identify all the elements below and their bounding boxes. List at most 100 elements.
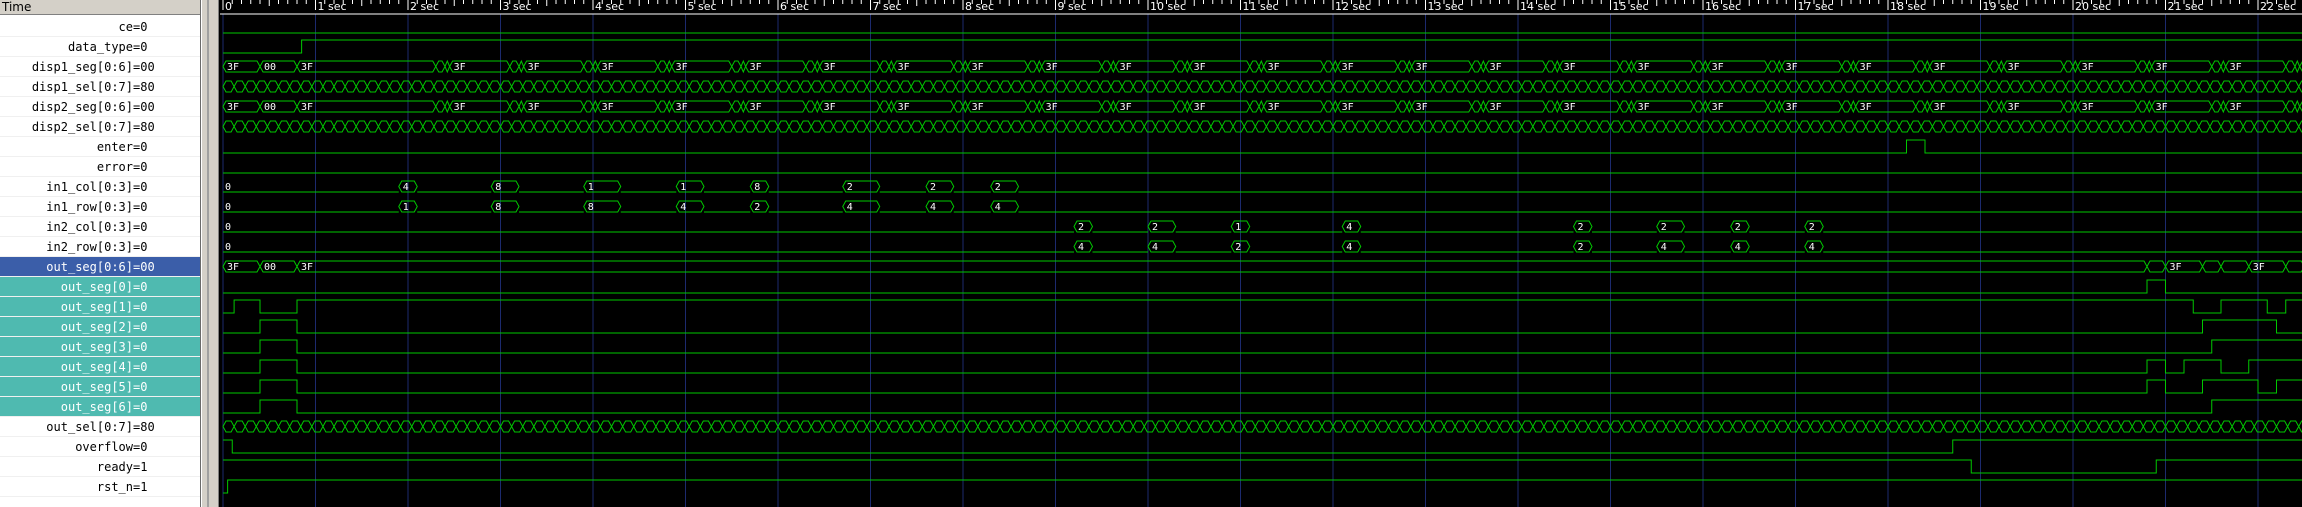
bus-segment <box>2072 59 2079 74</box>
bus-segment <box>1576 80 1589 93</box>
signal-row[interactable]: out_sel[0:7] =80 <box>0 417 200 437</box>
bus-segment <box>1676 420 1689 433</box>
bus-segment <box>1010 120 1023 133</box>
signal-name: overflow <box>75 440 133 454</box>
signal-row[interactable]: disp1_seg[0:6] =00 <box>0 57 200 77</box>
signal-row[interactable]: error =0 <box>0 157 200 177</box>
bus-segment <box>1987 120 2000 133</box>
signal-row[interactable]: disp1_sel[0:7] =80 <box>0 77 200 97</box>
tick-label: 14 sec <box>1520 0 1556 13</box>
bus-segment <box>366 420 379 433</box>
bus-segment <box>2164 120 2178 133</box>
signal-row[interactable]: in1_row[0:3] =0 <box>0 197 200 217</box>
signal-row[interactable]: in2_row[0:3] =0 <box>0 237 200 257</box>
bus-segment <box>1765 420 1778 433</box>
bus-segment <box>1576 120 1589 133</box>
bus-segment <box>1354 420 1367 433</box>
signal-row[interactable]: overflow =0 <box>0 437 200 457</box>
bus-value: 2 <box>1578 222 1584 233</box>
bus-segment <box>1804 240 1824 253</box>
bus-segment <box>2187 420 2200 433</box>
bus-segment <box>955 80 968 93</box>
bus-segment <box>2209 120 2222 133</box>
signal-row[interactable]: out_seg[0:6] =00 <box>0 257 200 277</box>
signal-row[interactable]: out_seg[1] =0 <box>0 297 200 317</box>
bus-segment <box>2098 120 2111 133</box>
bus-segment <box>555 420 568 433</box>
bus-segment <box>1376 80 1390 93</box>
signal-row[interactable]: out_seg[3] =0 <box>0 337 200 357</box>
bus-segment <box>1210 420 1223 433</box>
bus-segment <box>610 420 624 433</box>
bus-segment <box>1243 420 1256 433</box>
signal-row[interactable]: out_seg[4] =0 <box>0 357 200 377</box>
signal-row[interactable]: ready =1 <box>0 457 200 477</box>
signal-row[interactable]: rst_n =1 <box>0 477 200 497</box>
panel-splitter[interactable] <box>201 0 219 507</box>
signal-row[interactable]: disp2_sel[0:7] =80 <box>0 117 200 137</box>
bus-segment <box>266 80 280 93</box>
bus-segment <box>2020 420 2033 433</box>
bus-segment <box>733 120 746 133</box>
bus-segment <box>2287 420 2300 433</box>
signal-row[interactable]: out_seg[6] =0 <box>0 397 200 417</box>
signal-row[interactable]: in2_col[0:3] =0 <box>0 217 200 237</box>
bus-segment <box>1498 120 1512 133</box>
bus-segment <box>1931 80 1945 93</box>
bus-segment <box>1976 420 1989 433</box>
bus-segment <box>1021 120 1034 133</box>
bus-segment <box>2087 120 2100 133</box>
bus-segment <box>1165 420 1179 433</box>
bus-segment <box>610 120 624 133</box>
bus-segment <box>699 120 712 133</box>
signal-name: in1_row[0:3] <box>46 200 133 214</box>
bus-segment <box>2264 120 2278 133</box>
bus-segment <box>721 80 735 93</box>
bus-segment <box>2120 80 2133 93</box>
bus-value: 4 <box>1809 242 1815 253</box>
bus-segment <box>1841 60 1852 73</box>
signal-row[interactable]: out_seg[2] =0 <box>0 317 200 337</box>
bus-segment <box>1036 59 1043 74</box>
bus-value: 3F <box>2008 62 2020 73</box>
bus-segment <box>844 80 857 93</box>
bus-segment <box>1743 420 1756 433</box>
bus-segment <box>879 60 890 73</box>
bus-segment <box>2164 80 2178 93</box>
bus-segment <box>2065 120 2078 133</box>
bus-segment <box>1254 80 1267 93</box>
bus-segment <box>592 59 599 74</box>
bus-segment <box>1399 80 1412 93</box>
bus-segment <box>2120 420 2133 433</box>
bus-segment <box>1987 420 2000 433</box>
bus-segment <box>1654 80 1667 93</box>
signal-row[interactable]: out_seg[0] =0 <box>0 277 200 297</box>
bus-segment <box>1720 120 1734 133</box>
bus-segment <box>2231 80 2244 93</box>
bus-segment <box>577 120 590 133</box>
bus-segment <box>1432 120 1445 133</box>
signal-row[interactable]: ce =0 <box>0 17 200 37</box>
bus-segment <box>2275 420 2289 433</box>
signal-row[interactable]: out_seg[5] =0 <box>0 377 200 397</box>
bus-segment <box>466 80 479 93</box>
signal-row[interactable]: in1_col[0:3] =0 <box>0 177 200 197</box>
signal-row[interactable]: disp2_seg[0:6] =00 <box>0 97 200 117</box>
bus-segment <box>2253 120 2266 133</box>
bus-segment <box>499 80 513 93</box>
signal-row[interactable]: data_type =0 <box>0 37 200 57</box>
bus-segment <box>1521 420 1534 433</box>
bus-value: 3F <box>1416 102 1428 113</box>
bus-segment <box>1702 99 1709 114</box>
waveform-canvas[interactable]: 0 1 sec 2 sec 3 sec 4 sec 5 sec 6 sec 7 sec 8 se… <box>220 0 2302 507</box>
bus-segment <box>2109 120 2122 133</box>
bus-segment <box>1743 120 1756 133</box>
signal-value: =80 <box>133 120 155 134</box>
bus-segment <box>1487 80 1501 93</box>
bus-value: 1 <box>403 202 409 213</box>
bus-segment <box>1021 420 1034 433</box>
bus-segment <box>499 420 513 433</box>
bit-waveform <box>223 399 2302 414</box>
signal-row[interactable]: enter =0 <box>0 137 200 157</box>
splitter-grip[interactable] <box>207 0 209 507</box>
